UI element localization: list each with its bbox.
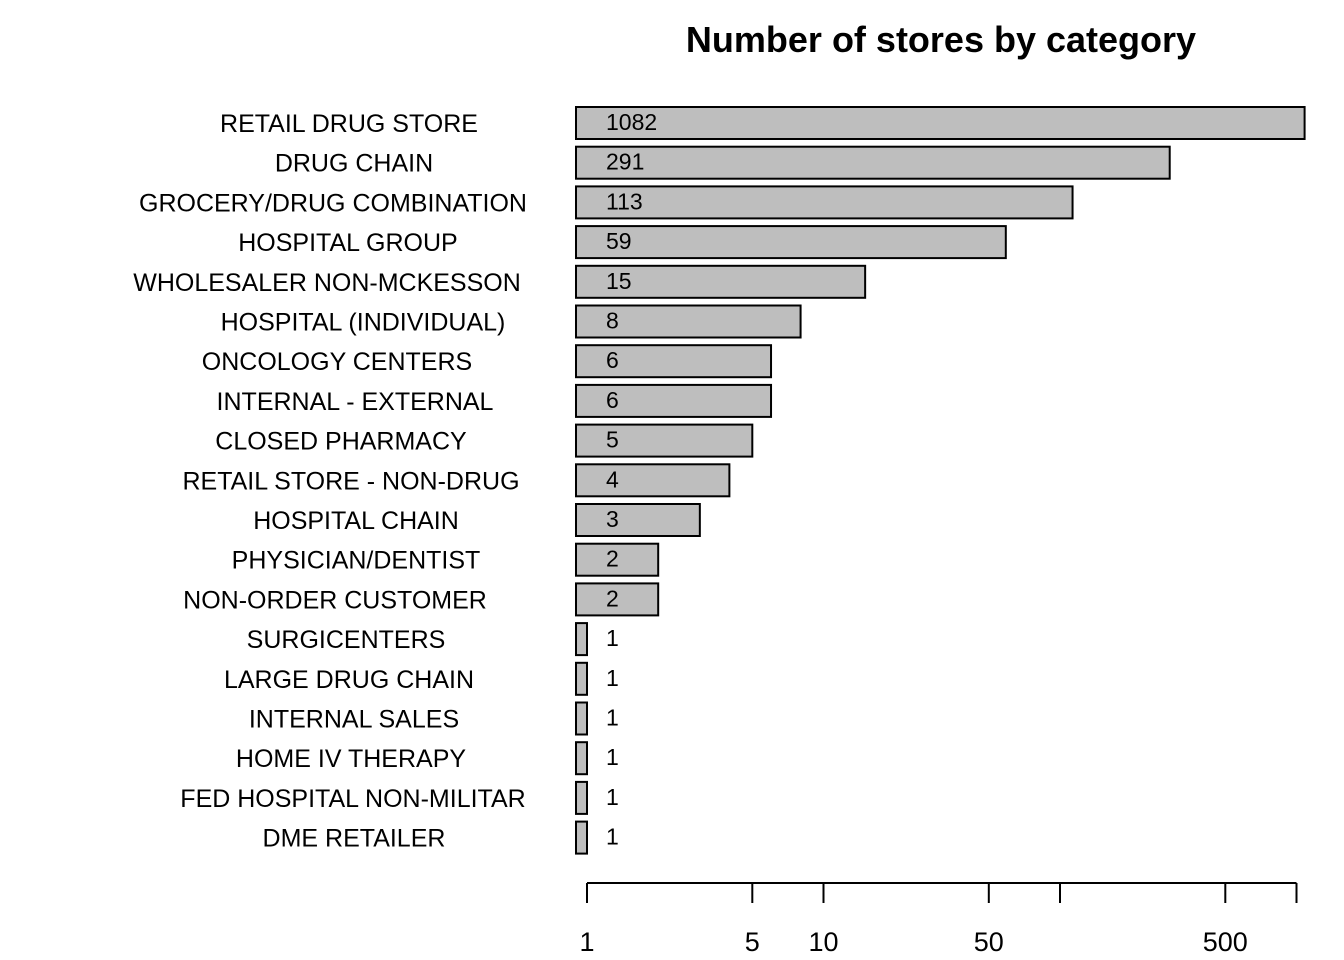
x-tick-label: 10: [808, 927, 838, 957]
value-label: 1: [606, 625, 619, 651]
value-label: 6: [606, 347, 619, 373]
category-label: LARGE DRUG CHAIN: [224, 666, 474, 694]
value-label: 59: [606, 228, 632, 254]
value-label: 1: [606, 665, 619, 691]
x-axis: 1 5 10 50 500: [579, 882, 1298, 957]
value-labels: 1082 291 113 59 15 8 6 6 5 4 3 2 2 1 1 1 1 1 1: [606, 109, 657, 850]
x-tick-label: 1: [579, 927, 594, 957]
x-tick-label: 500: [1203, 927, 1248, 957]
value-label: 3: [606, 506, 619, 532]
bar: [575, 503, 701, 537]
value-label: 4: [606, 466, 619, 492]
value-label: 113: [606, 188, 643, 214]
category-label: WHOLESALER NON-MCKESSON: [133, 269, 521, 297]
value-label: 5: [606, 427, 619, 453]
bar: [575, 106, 1306, 140]
value-label: 1: [606, 824, 619, 850]
category-label: HOSPITAL (INDIVIDUAL): [221, 309, 506, 337]
value-label: 6: [606, 387, 619, 413]
bar: [575, 463, 731, 498]
bar: [575, 423, 754, 458]
category-label: NON-ORDER CUSTOMER: [183, 586, 487, 614]
bar: [575, 542, 660, 577]
value-label: 1082: [606, 109, 657, 135]
x-tick-label: 50: [974, 927, 1004, 957]
value-label: 1: [606, 784, 619, 810]
bar: [575, 264, 867, 299]
category-label: FED HOSPITAL NON-MILITAR: [180, 785, 525, 813]
category-label: HOSPITAL CHAIN: [253, 507, 459, 535]
bar: [575, 145, 1171, 180]
x-tick-label: 5: [745, 927, 760, 957]
category-label: DME RETAILER: [263, 825, 446, 853]
category-label: DRUG CHAIN: [275, 150, 433, 178]
category-label: INTERNAL - EXTERNAL: [217, 388, 494, 416]
category-label: HOME IV THERAPY: [236, 745, 466, 773]
category-label: INTERNAL SALES: [249, 706, 459, 734]
category-label: SURGICENTERS: [247, 626, 446, 654]
category-label: PHYSICIAN/DENTIST: [232, 547, 481, 575]
category-label: HOSPITAL GROUP: [238, 229, 457, 257]
bars: [575, 106, 1306, 855]
bar: [575, 701, 588, 736]
bar: [575, 383, 773, 418]
value-label: 8: [606, 308, 619, 334]
bar: [575, 820, 588, 855]
category-labels: RETAIL DRUG STORE DRUG CHAIN GROCERY/DRUG …: [133, 110, 527, 853]
bar: [575, 622, 588, 657]
value-label: 2: [606, 546, 619, 572]
bar: [575, 304, 802, 339]
category-label: ONCOLOGY CENTERS: [202, 348, 472, 376]
bar: [575, 582, 660, 617]
category-label: GROCERY/DRUG COMBINATION: [139, 189, 527, 217]
bar: [575, 225, 1007, 260]
value-label: 1: [606, 705, 619, 731]
bar: [575, 780, 588, 815]
category-label: RETAIL DRUG STORE: [220, 110, 478, 138]
value-label: 2: [606, 585, 619, 611]
bar: [575, 185, 1074, 220]
bar: [575, 344, 773, 379]
chart-title: Number of stores by category: [686, 19, 1196, 60]
value-label: 291: [606, 149, 644, 175]
bar: [575, 661, 588, 696]
bar: [575, 741, 588, 776]
category-label: RETAIL STORE - NON-DRUG: [182, 467, 519, 495]
category-label: CLOSED PHARMACY: [215, 428, 467, 456]
value-label: 1: [606, 744, 619, 770]
value-label: 15: [606, 268, 632, 294]
